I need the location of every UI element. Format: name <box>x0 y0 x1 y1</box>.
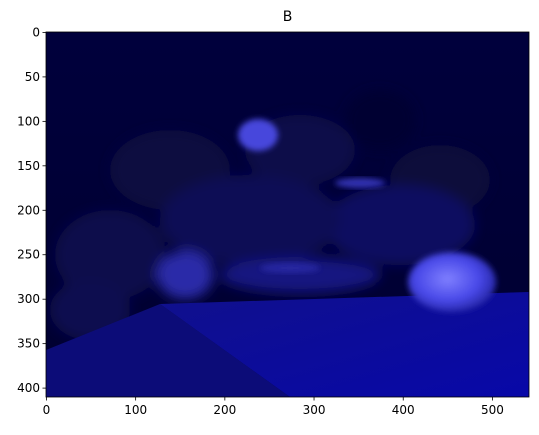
y-tick-label: 50 <box>25 70 40 84</box>
y-tick-label: 0 <box>32 25 40 39</box>
x-tick-label: 100 <box>124 403 147 417</box>
axes-frame <box>45 31 530 398</box>
y-tick-label: 400 <box>17 381 40 395</box>
x-tick-label: 300 <box>303 403 326 417</box>
x-tick-label: 200 <box>213 403 236 417</box>
image <box>46 32 529 397</box>
y-tick-label: 350 <box>17 337 40 351</box>
y-tick-label: 150 <box>17 159 40 173</box>
y-tick-label: 300 <box>17 292 40 306</box>
chart-title: B <box>283 9 293 25</box>
x-tick-label: 400 <box>392 403 415 417</box>
x-tick-label: 0 <box>43 403 51 417</box>
y-tick-label: 200 <box>17 203 40 217</box>
y-tick-label: 250 <box>17 248 40 262</box>
x-tick-label: 500 <box>481 403 504 417</box>
y-tick-label: 100 <box>17 114 40 128</box>
